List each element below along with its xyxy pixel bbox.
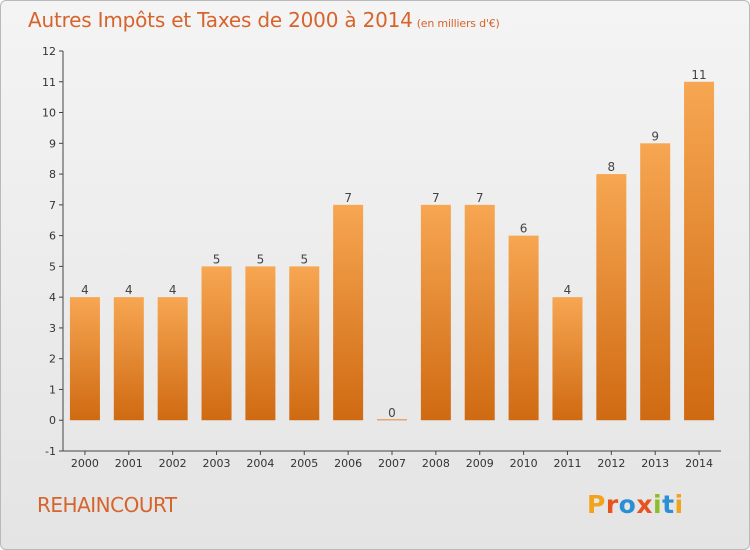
x-tick-label: 2012 — [597, 457, 625, 470]
y-tick-label: -1 — [45, 445, 56, 458]
logo-letter: i — [653, 490, 663, 519]
bar — [157, 297, 188, 421]
x-tick-label: 2007 — [378, 457, 406, 470]
chart-title: Autres Impôts et Taxes de 2000 à 2014 (en… — [28, 8, 500, 32]
y-tick-label: 9 — [49, 137, 56, 150]
y-tick-label: 0 — [49, 414, 56, 427]
x-tick-label: 2006 — [334, 457, 362, 470]
logo-letter: r — [605, 490, 619, 519]
chart-subtitle: (en milliers d'€) — [416, 17, 500, 30]
commune-name: REHAINCOURT — [37, 493, 177, 517]
data-label: 7 — [476, 191, 484, 205]
y-tick-label: 6 — [49, 230, 56, 243]
bar — [245, 266, 276, 421]
x-tick-label: 2008 — [422, 457, 450, 470]
data-label: 11 — [691, 68, 706, 82]
x-tick-label: 2000 — [71, 457, 99, 470]
x-tick-label: 2005 — [290, 457, 318, 470]
y-tick-label: 11 — [42, 76, 56, 89]
data-label: 5 — [257, 252, 265, 266]
bar — [464, 204, 495, 421]
y-tick-label: 12 — [42, 45, 56, 58]
logo-letter: P — [587, 490, 606, 519]
y-tick-label: 1 — [49, 383, 56, 396]
logo-letter: o — [618, 490, 637, 519]
bar — [552, 297, 583, 421]
bar — [69, 297, 100, 421]
logo-letter: x — [636, 490, 653, 519]
data-label: 7 — [344, 191, 352, 205]
x-tick-label: 2004 — [246, 457, 274, 470]
proxiti-logo: Proxiti — [587, 490, 684, 519]
y-tick-label: 3 — [49, 322, 56, 335]
bar — [289, 266, 320, 421]
y-tick-label: 4 — [49, 291, 56, 304]
data-label: 4 — [564, 283, 572, 297]
bar — [640, 143, 671, 421]
data-label: 6 — [520, 222, 528, 236]
data-label: 4 — [125, 283, 133, 297]
bar — [113, 297, 144, 421]
logo-letter: t — [662, 490, 675, 519]
bar — [684, 81, 715, 421]
data-label: 9 — [651, 129, 659, 143]
x-tick-label: 2013 — [641, 457, 669, 470]
bar — [420, 204, 451, 421]
x-tick-label: 2009 — [466, 457, 494, 470]
bar — [333, 204, 364, 421]
data-label: 8 — [608, 160, 616, 174]
x-tick-label: 2014 — [685, 457, 713, 470]
data-label: 0 — [388, 406, 396, 420]
x-tick-label: 2011 — [553, 457, 581, 470]
y-tick-label: 7 — [49, 199, 56, 212]
y-tick-label: 2 — [49, 353, 56, 366]
data-label: 7 — [432, 191, 440, 205]
x-tick-label: 2003 — [203, 457, 231, 470]
bar — [377, 419, 407, 421]
data-label: 4 — [169, 283, 177, 297]
y-tick-label: 10 — [42, 107, 56, 120]
data-label: 4 — [81, 283, 89, 297]
chart-title-text: Autres Impôts et Taxes de 2000 à 2014 — [28, 8, 413, 32]
bar — [201, 266, 232, 421]
logo-letter: i — [674, 490, 684, 519]
data-label: 5 — [213, 252, 221, 266]
x-tick-label: 2010 — [510, 457, 538, 470]
y-tick-label: 5 — [49, 260, 56, 273]
bar — [596, 174, 627, 421]
y-tick-label: 8 — [49, 168, 56, 181]
x-tick-label: 2002 — [159, 457, 187, 470]
bar — [508, 235, 539, 421]
data-label: 5 — [300, 252, 308, 266]
x-tick-label: 2001 — [115, 457, 143, 470]
